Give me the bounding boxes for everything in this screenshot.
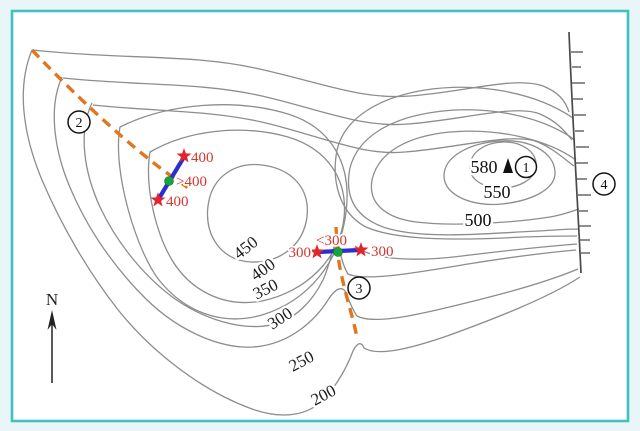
- marker-3-number: 3: [356, 282, 363, 297]
- contour-label-500: 500: [465, 210, 492, 230]
- contour-line-right-350: [354, 243, 578, 260]
- contour-lines: [22, 49, 581, 416]
- north-arrow: N: [46, 290, 58, 383]
- contour-line-north-2: [62, 77, 573, 141]
- marker-2: 2: [67, 110, 91, 134]
- label-left-mid-gt400: >400: [176, 174, 207, 190]
- marker-2-number: 2: [76, 116, 83, 131]
- midpoint-dot-left: [164, 176, 174, 186]
- label-right-west-300: 300: [289, 245, 312, 261]
- map-canvas: [12, 11, 628, 421]
- marker-4-number: 4: [601, 178, 608, 193]
- contour-label-550: 550: [484, 182, 511, 202]
- marker-1-circle: [514, 155, 538, 179]
- marker-1: 1: [514, 155, 538, 179]
- contour-line-north-1: [31, 49, 570, 113]
- contour-line-right-400: [334, 86, 578, 240]
- cliff-hachure-ticks: [571, 51, 591, 254]
- map-border: [10, 9, 630, 423]
- midpoint-dot-right: [333, 247, 343, 257]
- label-right-east-300: 300: [371, 244, 394, 260]
- label-left-bottom-400: 400: [166, 194, 189, 210]
- contour-line-left-450: [206, 163, 308, 263]
- summit-elevation-label: 580: [471, 157, 498, 177]
- contour-line-left-350: [117, 104, 348, 320]
- north-label: N: [46, 290, 58, 309]
- marker-2-circle: [67, 110, 91, 134]
- summit-group: 580: [468, 155, 513, 180]
- contour-line-left-400: [147, 129, 346, 304]
- label-right-mid-lt300: <300: [316, 233, 347, 249]
- contour-line-200: [22, 49, 581, 416]
- marker-3-circle: [347, 276, 371, 300]
- contour-line-right-550: [443, 140, 556, 206]
- marker-3: 3: [347, 276, 371, 300]
- contour-line-250: [53, 76, 579, 348]
- marker-1-number: 1: [523, 161, 530, 176]
- marker-4-circle: [592, 172, 616, 196]
- contour-line-right-450: [347, 109, 579, 236]
- contour-line-right-500: [370, 130, 580, 225]
- contour-line-300: [83, 102, 577, 328]
- marker-4: 4: [592, 172, 616, 196]
- label-left-top-400: 400: [191, 150, 214, 166]
- cliff-symbol: [568, 31, 591, 274]
- north-arrow-icon: [47, 310, 57, 330]
- cliff-edge-line: [568, 31, 582, 274]
- summit-triangle-icon: [503, 158, 513, 173]
